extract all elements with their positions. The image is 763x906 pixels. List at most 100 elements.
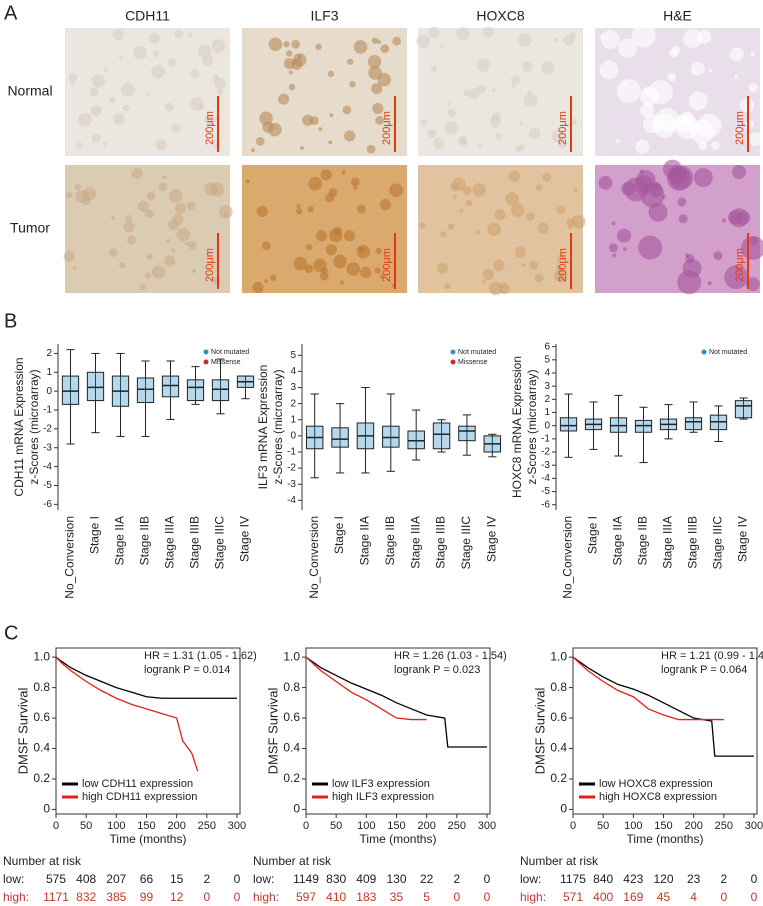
texture xyxy=(91,74,106,88)
texture xyxy=(535,184,543,191)
x-tick-label: Stage IIB xyxy=(383,516,397,565)
x-tick-label: Stage I xyxy=(586,516,600,554)
y-tick-label: -2 xyxy=(287,463,296,474)
legend-marker xyxy=(701,349,707,355)
texture xyxy=(108,248,118,257)
texture xyxy=(476,58,491,72)
texture xyxy=(344,130,356,142)
texture xyxy=(698,140,708,150)
y-tick-label: 0 xyxy=(43,802,50,816)
y-tick-label: 0.6 xyxy=(283,710,300,724)
texture xyxy=(708,68,713,73)
y-axis-label: DMSF Survival xyxy=(532,688,547,775)
box xyxy=(136,377,155,403)
texture xyxy=(447,108,457,118)
texture xyxy=(639,169,644,174)
box xyxy=(331,427,349,448)
risk-title: Number at risk xyxy=(253,854,332,868)
texture xyxy=(439,44,444,49)
plot-frame xyxy=(55,647,241,815)
risk-value: 1175 xyxy=(560,872,586,886)
texture xyxy=(487,222,501,237)
x-tick-label: Stage IIB xyxy=(636,516,650,565)
x-tick-label: 50 xyxy=(80,820,92,832)
y-tick-label: 0.8 xyxy=(283,680,300,694)
texture xyxy=(291,39,301,49)
texture xyxy=(214,78,226,90)
texture xyxy=(421,119,428,126)
texture xyxy=(146,92,151,97)
texture xyxy=(511,83,516,88)
y-tick-label: -5 xyxy=(541,486,550,497)
texture xyxy=(683,28,703,48)
panel-label: A xyxy=(4,2,18,24)
y-tick-label: 0.4 xyxy=(550,741,567,755)
box xyxy=(86,371,105,402)
risk-value: 35 xyxy=(390,890,404,904)
texture xyxy=(82,186,97,201)
texture xyxy=(327,70,335,78)
box xyxy=(161,375,180,398)
legend-label: high HOXC8 expression xyxy=(599,791,717,803)
texture xyxy=(491,112,501,122)
texture xyxy=(245,179,250,184)
risk-value: 15 xyxy=(170,872,184,886)
legend-label: Not mutated xyxy=(211,349,249,356)
risk-value: 4 xyxy=(690,890,697,904)
texture xyxy=(309,116,319,126)
x-tick-label: 200 xyxy=(684,820,702,832)
row-label: Tumor xyxy=(10,220,50,236)
y-tick-label: 0.2 xyxy=(550,771,567,785)
y-tick-label: -3 xyxy=(43,442,52,453)
texture xyxy=(529,260,538,270)
texture xyxy=(444,120,459,135)
texture xyxy=(174,202,187,214)
texture xyxy=(472,183,486,197)
x-tick-label: Stage IV xyxy=(238,516,252,562)
risk-value: 832 xyxy=(76,890,96,904)
texture xyxy=(366,144,376,154)
texture xyxy=(418,222,426,229)
texture xyxy=(299,145,304,150)
annotation: logrank P = 0.014 xyxy=(144,664,230,676)
texture xyxy=(350,177,360,187)
texture xyxy=(537,222,549,234)
texture xyxy=(342,105,352,115)
y-tick-label: -2 xyxy=(541,447,550,458)
legend-label: Missense xyxy=(458,359,488,366)
y-tick-label: 1.0 xyxy=(283,649,300,663)
risk-value: 830 xyxy=(326,872,346,886)
box xyxy=(559,417,578,432)
y-tick-label: -1 xyxy=(43,405,52,416)
risk-value: 2 xyxy=(203,872,210,886)
survival-curve xyxy=(305,656,487,748)
risk-row-label: high: xyxy=(520,890,546,904)
y-tick-label: 0.4 xyxy=(33,741,50,755)
texture xyxy=(482,269,494,281)
risk-value: 400 xyxy=(593,890,613,904)
column-label: HOXC8 xyxy=(476,8,524,24)
x-tick-label: Stage IIB xyxy=(138,516,152,565)
texture xyxy=(288,70,293,75)
y-tick-label: 3 xyxy=(290,382,296,393)
column-label: ILF3 xyxy=(310,8,338,24)
texture xyxy=(119,262,126,269)
y-tick-label: -5 xyxy=(43,480,52,491)
texture xyxy=(511,75,520,84)
texture xyxy=(158,182,168,192)
texture xyxy=(286,50,293,57)
texture xyxy=(379,274,384,279)
texture xyxy=(113,113,125,125)
texture xyxy=(264,279,269,284)
risk-value: 2 xyxy=(453,872,460,886)
texture xyxy=(288,83,296,91)
x-tick-label: 100 xyxy=(107,820,125,832)
texture xyxy=(328,140,333,145)
texture xyxy=(349,80,356,88)
risk-value: 0 xyxy=(484,872,491,886)
risk-value: 0 xyxy=(203,890,210,904)
texture xyxy=(184,241,189,246)
row-label: Normal xyxy=(7,83,52,99)
texture xyxy=(339,280,344,285)
